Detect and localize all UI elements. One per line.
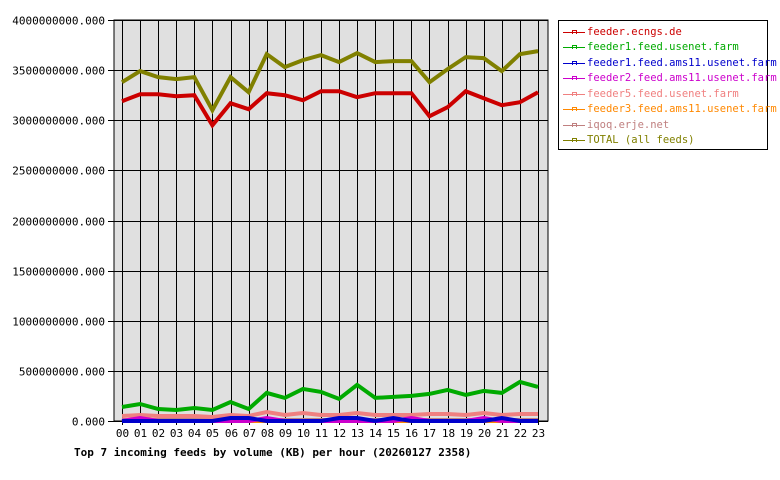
legend-item: feeder2.feed.ams11.usenet.farm bbox=[563, 71, 777, 87]
y-axis-ticks: 0.000 500000000.000 1000000000.000 15000000… bbox=[12, 15, 105, 429]
y-tick-label: 1500000000.000 bbox=[12, 266, 105, 279]
legend-line-marker-icon bbox=[563, 121, 585, 129]
x-tick-label: 07 bbox=[243, 427, 256, 440]
x-tick-label: 06 bbox=[225, 427, 238, 440]
legend-item: TOTAL (all feeds) bbox=[563, 133, 767, 149]
x-tick-label: 18 bbox=[442, 427, 455, 440]
x-tick-label: 17 bbox=[423, 427, 436, 440]
x-tick-label: 08 bbox=[261, 427, 274, 440]
legend-label: feeder1.feed.usenet.farm bbox=[587, 41, 739, 54]
legend-label: feeder5.feed.usenet.farm bbox=[587, 87, 739, 100]
y-tick-label: 3000000000.000 bbox=[12, 115, 105, 128]
legend: feeder.ecngs.de feeder1.feed.usenet.farm f… bbox=[558, 20, 777, 150]
series-line bbox=[122, 415, 538, 424]
legend-line-marker-icon bbox=[563, 59, 585, 67]
series-line bbox=[121, 88, 539, 129]
legend-item: iqoq.erje.net bbox=[563, 117, 767, 133]
x-tick-label: 00 bbox=[116, 427, 129, 440]
y-tick-label: 4000000000.000 bbox=[12, 15, 105, 28]
y-tick-label: 3500000000.000 bbox=[12, 65, 105, 78]
legend-label: feeder.ecngs.de bbox=[587, 25, 682, 38]
x-tick-label: 03 bbox=[170, 427, 183, 440]
legend-item: feeder1.feed.usenet.farm bbox=[563, 40, 767, 56]
y-tick-label: 2500000000.000 bbox=[12, 165, 105, 178]
series-line bbox=[121, 409, 538, 420]
legend-line-marker-icon bbox=[563, 43, 585, 51]
x-tick-label: 20 bbox=[478, 427, 491, 440]
y-tick-label: 2000000000.000 bbox=[12, 216, 105, 229]
plot-area bbox=[113, 19, 549, 422]
y-tick-label: 500000000.000 bbox=[19, 366, 105, 379]
legend-item: feeder.ecngs.de bbox=[563, 24, 767, 40]
x-tick-label: 01 bbox=[134, 427, 147, 440]
x-tick-label: 02 bbox=[152, 427, 165, 440]
legend-label: TOTAL (all feeds) bbox=[587, 134, 695, 147]
legend-item: feeder3.feed.ams11.usenet.farm bbox=[563, 102, 777, 118]
x-tick-label: 15 bbox=[387, 427, 400, 440]
legend-line-marker-icon bbox=[563, 28, 585, 36]
legend-label: iqoq.erje.net bbox=[587, 118, 670, 131]
legend-line-marker-icon bbox=[563, 74, 585, 82]
x-tick-label: 16 bbox=[405, 427, 418, 440]
legend-line-marker-icon bbox=[563, 105, 585, 113]
y-tick-label: 0.000 bbox=[72, 416, 105, 429]
x-tick-label: 10 bbox=[297, 427, 310, 440]
legend-label: feeder2.feed.ams11.usenet.farm bbox=[587, 72, 777, 85]
x-tick-label: 22 bbox=[514, 427, 527, 440]
x-tick-label: 13 bbox=[351, 427, 364, 440]
legend-item: feeder1.feed.ams11.usenet.farm bbox=[563, 55, 777, 71]
x-tick-label: 04 bbox=[188, 427, 202, 440]
x-tick-label: 19 bbox=[460, 427, 473, 440]
legend-label: feeder1.feed.ams11.usenet.farm bbox=[587, 56, 777, 69]
legend-label: feeder3.feed.ams11.usenet.farm bbox=[587, 103, 777, 116]
legend-line-marker-icon bbox=[563, 90, 585, 98]
x-tick-label: 09 bbox=[279, 427, 292, 440]
legend-line-marker-icon bbox=[563, 136, 585, 144]
series-line bbox=[121, 379, 539, 413]
x-axis-ticks: 00 01 02 03 04 05 06 07 08 09 10 11 12 13 14 15 16 17 18 19… bbox=[116, 427, 545, 440]
x-tick-label: 12 bbox=[333, 427, 346, 440]
y-tick-label: 1000000000.000 bbox=[12, 316, 105, 329]
chart-title: Top 7 incoming feeds by volume (KB) per … bbox=[74, 446, 471, 459]
x-tick-label: 11 bbox=[315, 427, 328, 440]
series-line bbox=[120, 49, 539, 115]
x-tick-label: 05 bbox=[206, 427, 219, 440]
x-tick-label: 14 bbox=[369, 427, 383, 440]
x-tick-label: 23 bbox=[532, 427, 545, 440]
legend-item: feeder5.feed.usenet.farm bbox=[563, 86, 767, 102]
series-lines bbox=[120, 49, 539, 424]
x-tick-label: 21 bbox=[496, 427, 509, 440]
